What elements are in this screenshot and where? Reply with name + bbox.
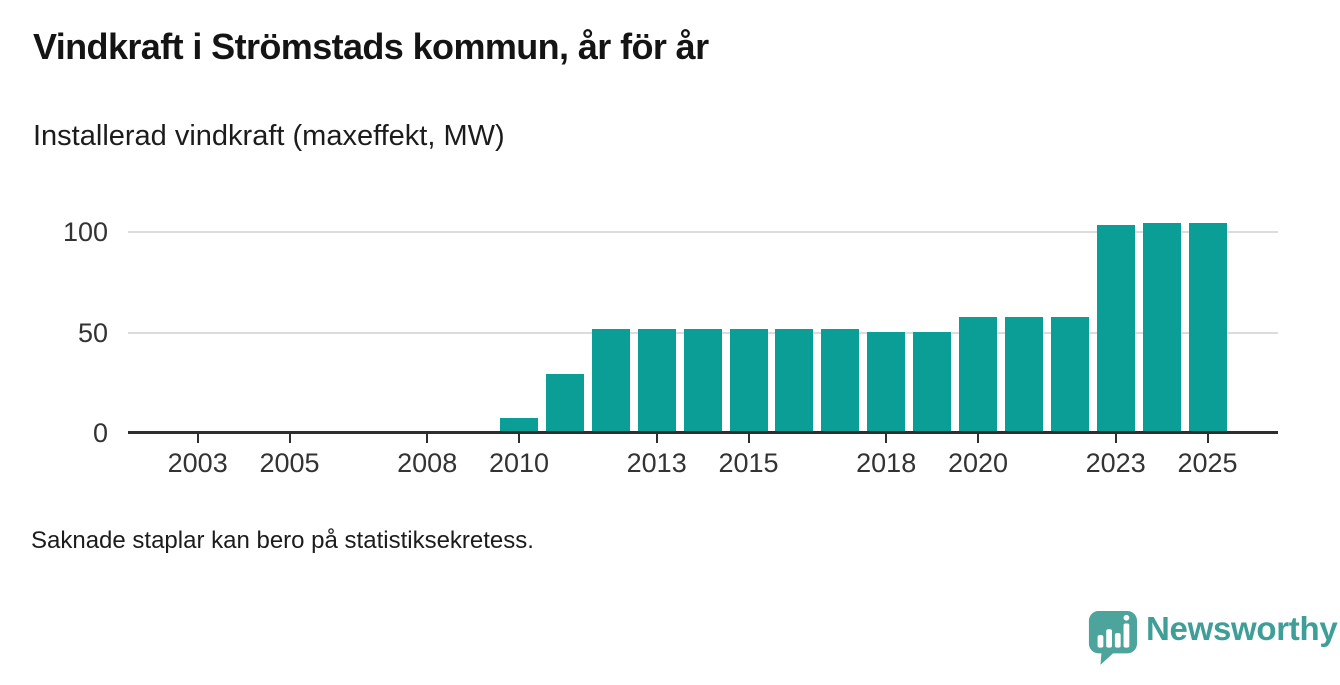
x-tick-2003 xyxy=(196,434,199,443)
y-axis-label-50: 50 xyxy=(77,317,108,348)
gridline-100 xyxy=(128,231,1278,233)
bar-2016 xyxy=(775,329,813,432)
bar-2013 xyxy=(638,329,676,432)
x-tick-2013 xyxy=(655,434,658,443)
x-tick-2010 xyxy=(518,434,520,443)
y-axis-label-100: 100 xyxy=(62,217,108,247)
bar-2010 xyxy=(500,418,538,432)
x-tick-2023 xyxy=(1114,434,1117,443)
bar-2015 xyxy=(730,329,768,432)
x-axis-label-2020: 2020 xyxy=(947,448,1009,478)
x-tick-2008 xyxy=(426,434,429,443)
x-tick-2020 xyxy=(977,434,979,443)
x-tick-2018 xyxy=(885,434,888,443)
chart-subtitle: Installerad vindkraft (maxeffekt, MW) xyxy=(33,120,505,152)
bar-2020 xyxy=(959,317,997,432)
x-axis-label-2005: 2005 xyxy=(259,448,320,478)
page-title: Vindkraft i Strömstads kommun, år för år xyxy=(33,26,709,67)
x-axis-label-2025: 2025 xyxy=(1177,448,1238,478)
x-axis-label-2018: 2018 xyxy=(856,448,917,478)
bar-2025 xyxy=(1189,223,1227,432)
x-axis-label-2003: 2003 xyxy=(167,448,228,478)
bar-2021 xyxy=(1005,317,1043,432)
x-axis-label-2008: 2008 xyxy=(397,448,458,478)
bar-2023 xyxy=(1097,225,1135,432)
bar-2012 xyxy=(592,329,630,432)
newsworthy-logo-icon xyxy=(1088,611,1137,665)
x-axis-label-2010: 2010 xyxy=(488,448,550,478)
x-tick-2015 xyxy=(747,434,750,443)
bar-2024 xyxy=(1143,223,1181,432)
x-axis-line xyxy=(128,431,1278,434)
bar-2017 xyxy=(821,329,859,432)
footnote: Saknade staplar kan bero på statistiksek… xyxy=(31,527,534,554)
bar-2022 xyxy=(1051,317,1089,432)
x-tick-2025 xyxy=(1206,434,1209,443)
y-axis-label-0: 0 xyxy=(92,418,108,448)
bar-2018 xyxy=(867,332,905,432)
newsworthy-logo-text: Newsworthy xyxy=(1146,610,1338,647)
newsworthy-logo: Newsworthy xyxy=(1087,609,1338,665)
bar-2011 xyxy=(546,374,584,432)
x-axis-label-2023: 2023 xyxy=(1085,448,1146,478)
bar-2014 xyxy=(684,329,722,432)
bar-2019 xyxy=(913,332,951,432)
bar-chart: 0 50 100 2003 2005 2008 2010 2013 2015 2018 2020 20… xyxy=(62,217,1278,478)
x-axis-label-2015: 2015 xyxy=(718,448,779,478)
x-axis-label-2013: 2013 xyxy=(626,448,687,478)
x-tick-2005 xyxy=(288,434,291,443)
